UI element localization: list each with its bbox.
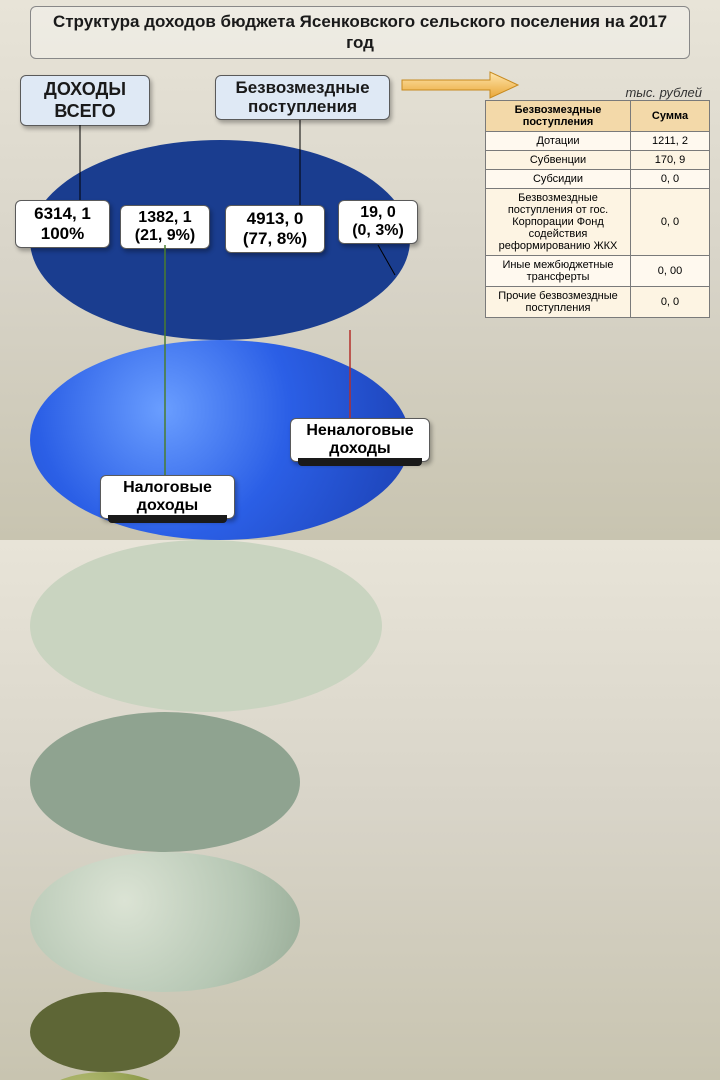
block-nontax-l1: Неналоговые xyxy=(297,422,423,440)
value-bezv-v: 4913, 0 xyxy=(232,209,318,229)
table-row: Субсидии0, 0 xyxy=(486,170,710,189)
table-cell-label: Субвенции xyxy=(486,151,631,170)
table-cell-label: Безвозмездные поступления от гос. Корпор… xyxy=(486,189,631,256)
page-title: Структура доходов бюджета Ясенковского с… xyxy=(30,6,690,59)
table-cell-value: 1211, 2 xyxy=(631,132,710,151)
table-cell-label: Прочие безвозмездные поступления xyxy=(486,287,631,318)
block-total-l2: ВСЕГО xyxy=(27,101,143,123)
block-total-l1: ДОХОДЫ xyxy=(27,79,143,101)
value-total: 6314, 1 100% xyxy=(15,200,110,248)
th-col1: Безвозмездные поступления xyxy=(486,101,631,132)
value-tax: 1382, 1 (21, 9%) xyxy=(120,205,210,249)
value-tax-v: 1382, 1 xyxy=(127,209,203,227)
value-nontax: 19, 0 (0, 3%) xyxy=(338,200,418,244)
table-cell-value: 0, 0 xyxy=(631,287,710,318)
table-cell-value: 0, 00 xyxy=(631,256,710,287)
units-label: тыс. рублей xyxy=(625,85,702,100)
th-col2: Сумма xyxy=(631,101,710,132)
block-tax: Налоговые доходы xyxy=(100,475,235,519)
block-total: ДОХОДЫ ВСЕГО xyxy=(20,75,150,126)
table-cell-value: 170, 9 xyxy=(631,151,710,170)
block-tax-l2: доходы xyxy=(107,497,228,515)
table-cell-value: 0, 0 xyxy=(631,170,710,189)
block-tax-l1: Налоговые xyxy=(107,479,228,497)
bezv-table: Безвозмездные поступления Сумма Дотации1… xyxy=(485,100,710,318)
table-row: Иные межбюджетные трансферты0, 00 xyxy=(486,256,710,287)
table-row: Безвозмездные поступления от гос. Корпор… xyxy=(486,189,710,256)
nested-pie-chart xyxy=(30,140,410,360)
block-nontax-l2: доходы xyxy=(297,440,423,458)
value-nontax-p: (0, 3%) xyxy=(345,222,411,240)
value-total-v: 6314, 1 xyxy=(22,204,103,224)
table-row: Дотации1211, 2 xyxy=(486,132,710,151)
block-bezv-l2: поступления xyxy=(222,98,383,117)
value-tax-p: (21, 9%) xyxy=(127,227,203,245)
block-bezv: Безвозмездные поступления xyxy=(215,75,390,120)
value-nontax-v: 19, 0 xyxy=(345,204,411,222)
table-row: Субвенции170, 9 xyxy=(486,151,710,170)
table-cell-label: Дотации xyxy=(486,132,631,151)
arrow-icon xyxy=(400,70,520,100)
table-cell-label: Субсидии xyxy=(486,170,631,189)
value-bezv: 4913, 0 (77, 8%) xyxy=(225,205,325,253)
block-nontax: Неналоговые доходы xyxy=(290,418,430,462)
block-bezv-l1: Безвозмездные xyxy=(222,79,383,98)
table-row: Прочие безвозмездные поступления0, 0 xyxy=(486,287,710,318)
value-total-p: 100% xyxy=(22,224,103,244)
table-cell-label: Иные межбюджетные трансферты xyxy=(486,256,631,287)
value-bezv-p: (77, 8%) xyxy=(232,229,318,249)
table-cell-value: 0, 0 xyxy=(631,189,710,256)
